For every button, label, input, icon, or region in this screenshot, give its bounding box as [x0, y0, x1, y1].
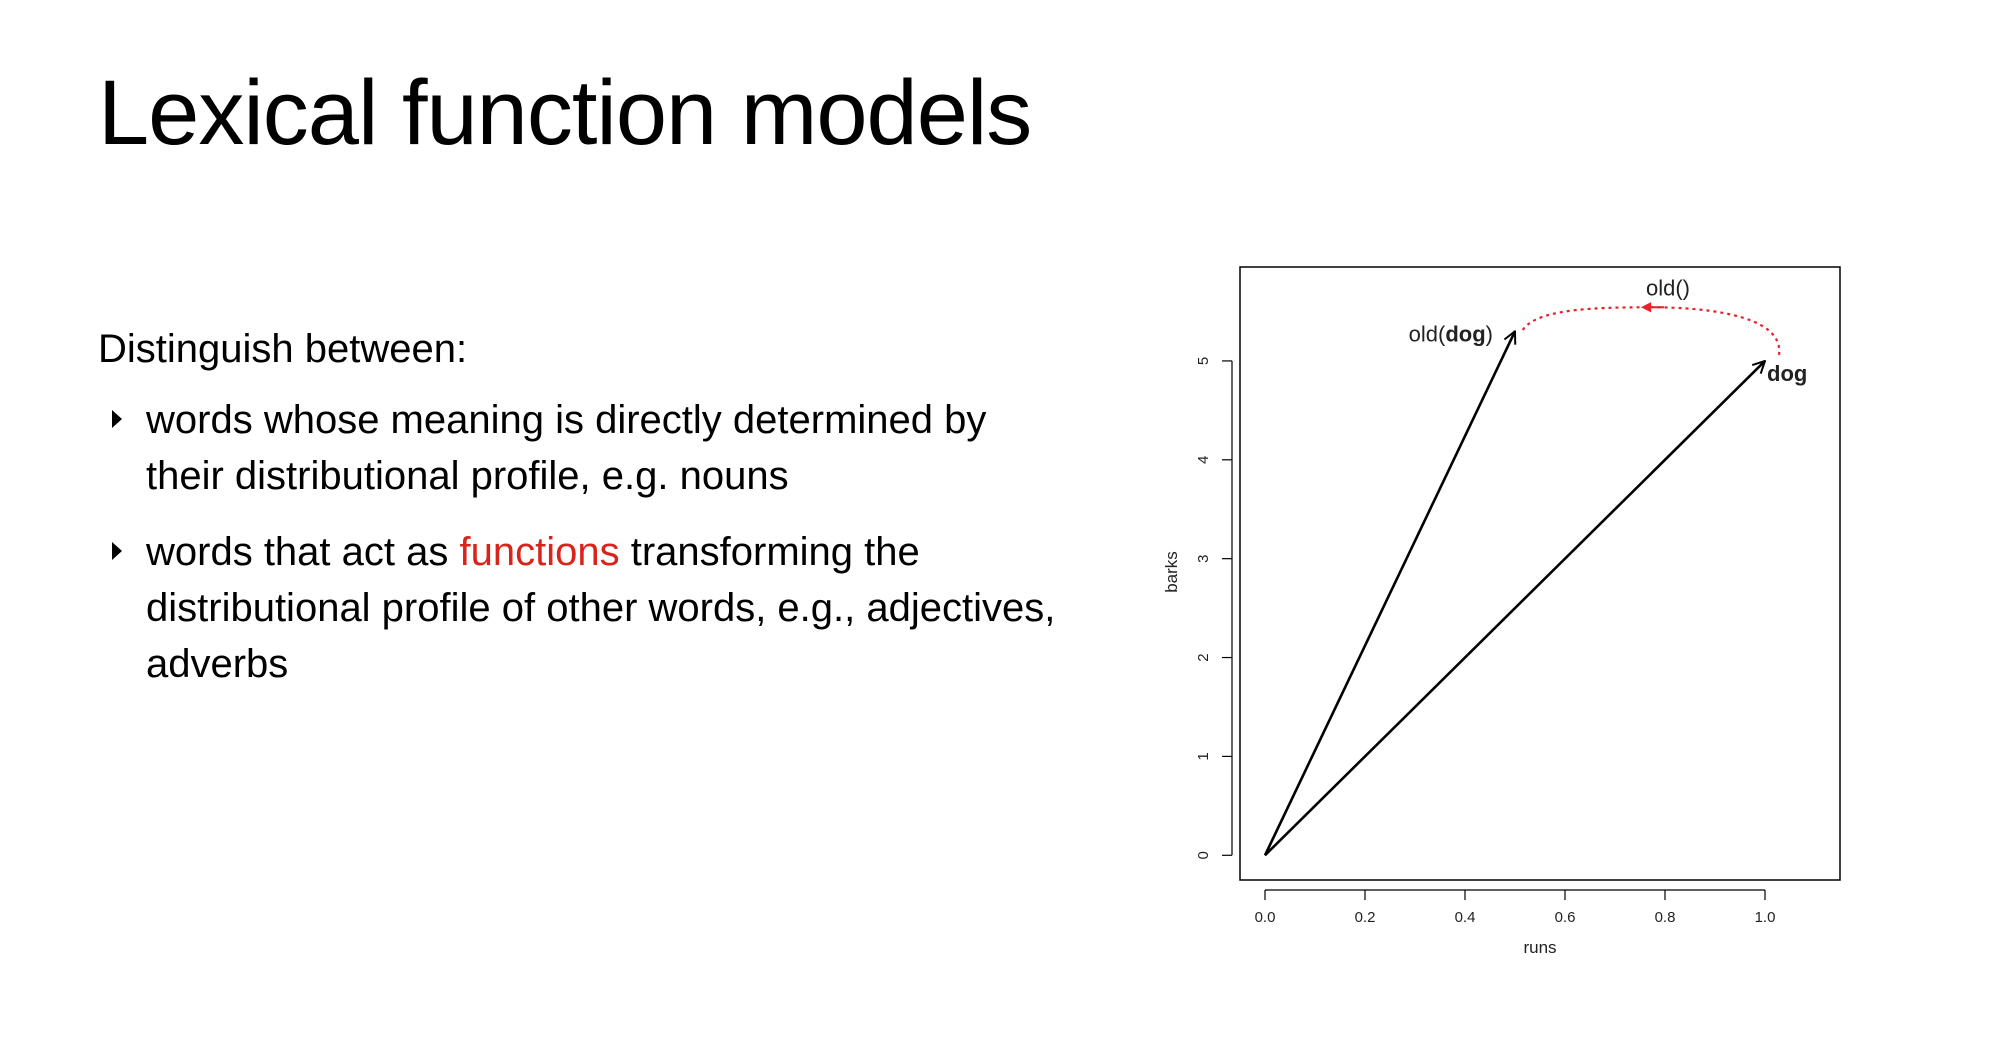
y-tick-label: 0 [1195, 851, 1212, 859]
y-axis: 0 1 2 3 4 5 [1195, 357, 1233, 859]
x-tick-label: 1.0 [1755, 909, 1776, 926]
highlight-functions: functions [459, 530, 620, 574]
x-tick-label: 0.2 [1355, 909, 1376, 926]
vector-plot: 0.0 0.2 0.4 0.6 0.8 1.0 0 1 2 3 4 5 runs barks old… [1162, 266, 1841, 957]
transform-label: old() [1646, 275, 1690, 300]
vector-arrow-old(dog) [1263, 331, 1515, 856]
x-axis: 0.0 0.2 0.4 0.6 0.8 1.0 [1255, 889, 1776, 926]
bullet-text: words whose meaning is directly determin… [146, 398, 987, 498]
slide-content: Distinguish between: words whose meaning… [98, 322, 1058, 712]
bullet-item-functions: words that act as functions transforming… [98, 524, 1058, 692]
transform-curve [1519, 306, 1781, 356]
vector-plot-figure: 0.0 0.2 0.4 0.6 0.8 1.0 0 1 2 3 4 5 runs barks old… [1140, 250, 1880, 980]
y-tick-label: 4 [1195, 456, 1212, 464]
bullet-list: words whose meaning is directly determin… [98, 392, 1058, 692]
x-tick-label: 0.0 [1255, 909, 1276, 926]
triangle-bullet-icon [112, 410, 122, 428]
x-tick-label: 0.6 [1555, 909, 1576, 926]
plot-frame [1239, 266, 1841, 881]
intro-text: Distinguish between: [98, 327, 468, 371]
x-axis-label: runs [1523, 938, 1556, 957]
bullet-text-before: words that act as [146, 530, 460, 574]
bullet-item-nouns: words whose meaning is directly determin… [98, 392, 1058, 504]
vector-label-dog: dog [1767, 361, 1807, 386]
vector-label-bold: dog [1445, 321, 1485, 346]
vector-arrow-dog [1264, 361, 1765, 857]
x-tick-label: 0.4 [1455, 909, 1476, 926]
y-tick-label: 2 [1195, 653, 1212, 661]
vector-label-bold: dog [1767, 361, 1807, 386]
triangle-bullet-icon [112, 542, 122, 560]
y-axis-label: barks [1162, 551, 1181, 593]
y-tick-label: 5 [1195, 357, 1212, 365]
x-tick-label: 0.8 [1655, 909, 1676, 926]
vector-label-old(dog): old(dog) [1409, 321, 1493, 346]
slide-title: Lexical function models [98, 62, 1032, 164]
vector-label-suffix: ) [1486, 321, 1493, 346]
y-tick-label: 1 [1195, 752, 1212, 760]
vector-label-prefix: old( [1409, 321, 1446, 346]
bullet-text-after: transforming the distributional profile … [146, 530, 1056, 686]
y-tick-label: 3 [1195, 554, 1212, 562]
